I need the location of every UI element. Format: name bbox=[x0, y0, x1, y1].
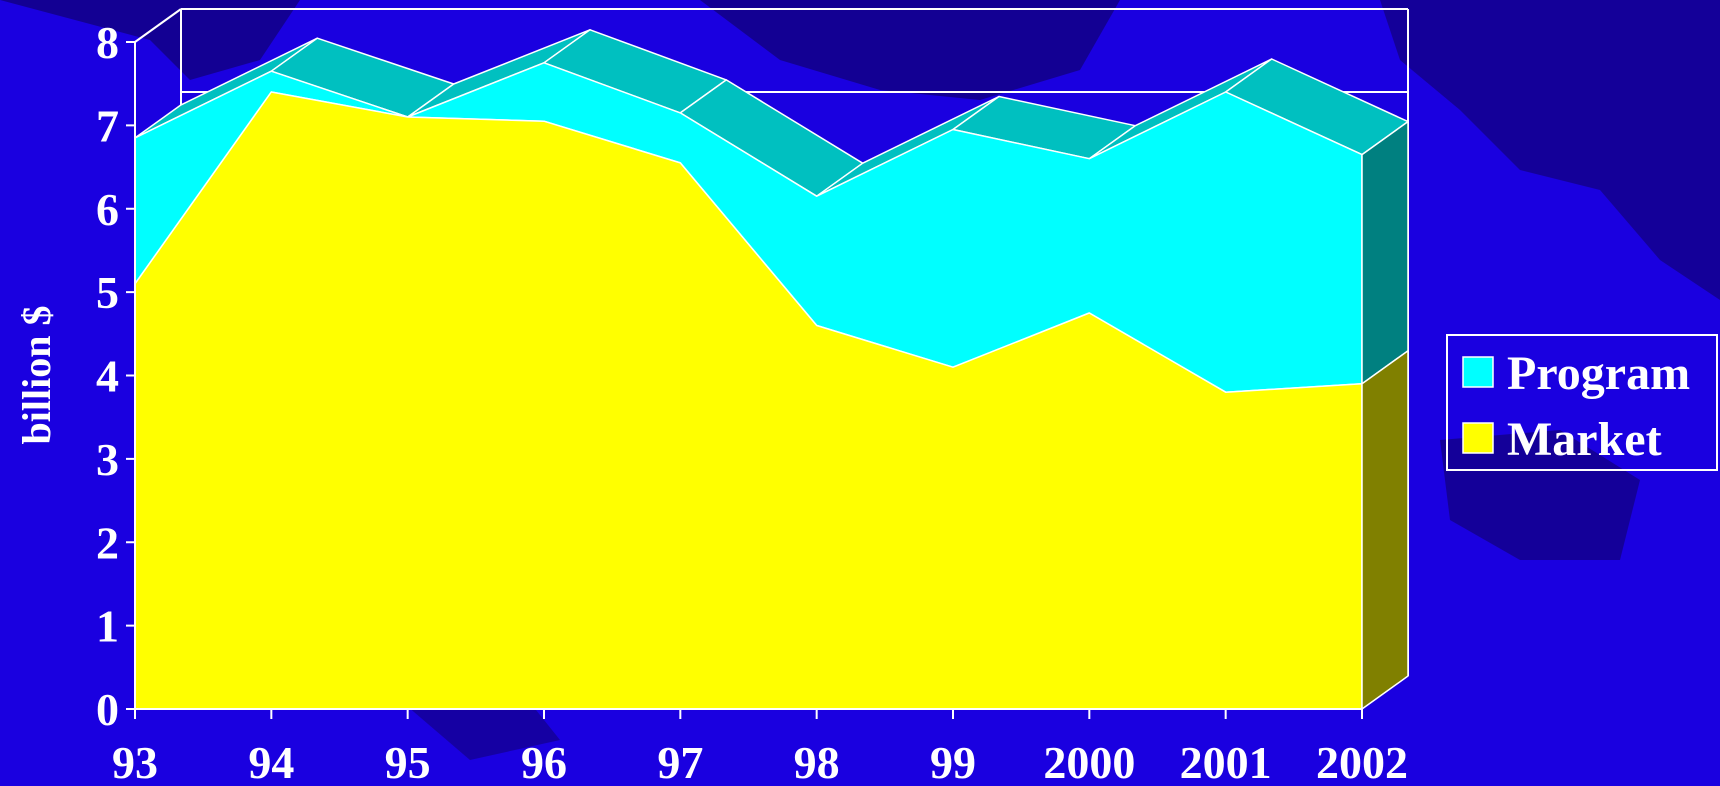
legend-box bbox=[1446, 334, 1718, 471]
y-tick-label: 6 bbox=[96, 184, 119, 235]
x-tick-label: 94 bbox=[248, 737, 294, 786]
y-tick-label: 4 bbox=[96, 351, 119, 402]
y-tick-label: 5 bbox=[96, 267, 119, 318]
x-tick-label: 96 bbox=[521, 737, 567, 786]
x-tick-label: 2002 bbox=[1316, 737, 1408, 786]
y-tick-label: 3 bbox=[96, 434, 119, 485]
x-tick-label: 93 bbox=[112, 737, 158, 786]
x-tick-label: 95 bbox=[385, 737, 431, 786]
x-tick-label: 97 bbox=[657, 737, 703, 786]
y-tick-label: 8 bbox=[96, 17, 119, 68]
program-side-face bbox=[1361, 120, 1409, 386]
legend-swatch bbox=[1462, 356, 1494, 388]
map-background bbox=[0, 0, 1720, 760]
legend: Program Market bbox=[1446, 334, 1718, 471]
x-tick-label: 2000 bbox=[1043, 737, 1135, 786]
y-axis-title: billion $ bbox=[14, 306, 59, 445]
depth-edge-top-left bbox=[134, 8, 182, 43]
market-side-face bbox=[1361, 349, 1409, 711]
y-tick-label: 7 bbox=[96, 100, 119, 151]
legend-label: Program bbox=[1507, 347, 1690, 400]
y-tick-label: 1 bbox=[96, 601, 119, 652]
y-tick-label: 2 bbox=[96, 517, 119, 568]
y-tick-label: 0 bbox=[96, 684, 119, 735]
legend-swatch bbox=[1462, 422, 1494, 454]
legend-label: Market bbox=[1507, 413, 1662, 466]
area-series-layer bbox=[134, 29, 1409, 711]
x-tick-label: 2001 bbox=[1180, 737, 1272, 786]
axes-layer: 0 1 2 3 4 5 6 7 8 93 94 95 96 97 98 99 2000 2001 2002 bbox=[96, 17, 1408, 786]
x-tick-label: 98 bbox=[794, 737, 840, 786]
x-tick-label: 99 bbox=[930, 737, 976, 786]
